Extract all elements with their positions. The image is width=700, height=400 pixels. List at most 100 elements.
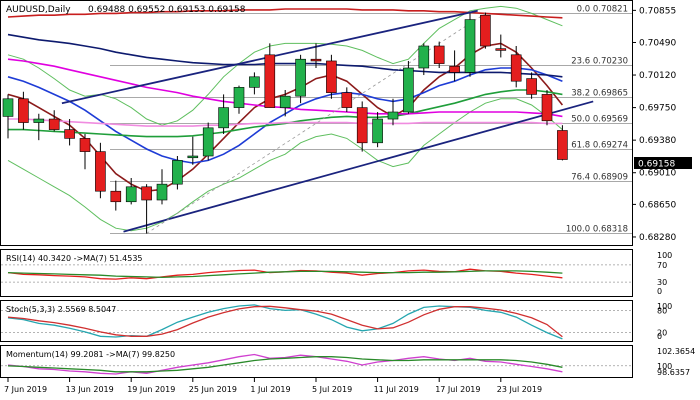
candle-body <box>187 155 199 159</box>
candle-body <box>172 160 183 185</box>
price-tick-label: 0.70855 <box>639 6 676 16</box>
rsi-title: RSI(14) 40.3420 ->MA(7) 51.4535 <box>6 254 143 263</box>
time-tick-label: 13 Jun 2019 <box>66 385 114 394</box>
stoch-series-line-1 <box>7 305 563 338</box>
rsi-tick-label: 30 <box>657 278 667 287</box>
fib-level-label: 38.2 0.69865 <box>571 88 628 98</box>
fib-level-label: 100.0 0.68318 <box>566 225 628 235</box>
candle-body <box>79 138 91 152</box>
trendline <box>123 100 594 233</box>
time-tick-label: 23 Jul 2019 <box>497 385 542 394</box>
candle-body <box>403 67 414 113</box>
candle-body <box>433 45 445 64</box>
candle-body <box>372 118 383 144</box>
time-tick-label: 11 Jul 2019 <box>374 385 419 394</box>
time-tick-label: 1 Jul 2019 <box>250 385 290 394</box>
current-price-label: 0.69158 <box>638 160 675 170</box>
candle-body <box>449 65 460 73</box>
candle-body <box>125 186 137 203</box>
current-price-tag <box>634 157 692 169</box>
fib-level-label: 61.8 0.69274 <box>571 140 628 150</box>
candle-body <box>48 118 60 130</box>
stoch-series-line-0 <box>7 304 563 340</box>
fib-level-label: 0.0 0.70821 <box>577 4 628 14</box>
candle-body <box>264 54 276 108</box>
stoch-lines <box>1 304 632 340</box>
stoch-tick-label: 20 <box>657 329 667 338</box>
rsi-lines <box>1 264 632 283</box>
price-tick-label: 0.69380 <box>639 136 676 146</box>
price-tick-label: 0.69010 <box>639 169 676 179</box>
time-tick-label: 5 Jul 2019 <box>312 385 352 394</box>
rsi-tick-label: 70 <box>657 261 667 270</box>
momentum-panel[interactable]: Momentum(14) 99.2081 ->MA(7) 99.8250 102… <box>0 345 696 378</box>
price-axis: 0.70855 0.70490 0.70120 0.69750 0.69380 0.690… <box>632 6 676 243</box>
candle-body <box>18 98 29 123</box>
rsi-tick-label: 0 <box>657 287 662 296</box>
candle-body <box>2 98 14 117</box>
candle-body <box>418 45 430 69</box>
momentum-series-line-1 <box>7 356 563 373</box>
candle-body <box>233 87 245 108</box>
time-tick-label: 19 Jun 2019 <box>127 385 175 394</box>
candle-body <box>249 76 260 88</box>
candle-body <box>202 127 214 157</box>
candlesticks <box>2 12 568 234</box>
stoch-panel-border <box>0 300 633 342</box>
candle-body <box>141 186 152 201</box>
time-tick-label: 25 Jun 2019 <box>189 385 237 394</box>
candle-body <box>295 58 306 97</box>
momentum-panel-border <box>0 345 633 378</box>
price-tick-label: 0.68280 <box>639 233 676 243</box>
time-axis: 7 Jun 2019 13 Jun 2019 19 Jun 2019 25 Jun 2… <box>4 378 542 394</box>
fib-level-label: 50.0 0.69569 <box>571 115 628 125</box>
momentum-title: Momentum(14) 99.2081 ->MA(7) 99.8250 <box>6 350 175 359</box>
time-tick-label: 7 Jun 2019 <box>4 385 47 394</box>
candle-body <box>279 95 291 108</box>
fib-level-label: 23.6 0.70230 <box>571 56 628 66</box>
candle-body <box>464 19 476 73</box>
price-tick-label: 0.69750 <box>639 104 676 114</box>
candle-body <box>526 78 537 95</box>
candle-body <box>356 107 368 144</box>
candle-body <box>510 54 522 82</box>
candle-body <box>387 111 399 120</box>
candle-body <box>110 190 122 203</box>
candle-body <box>495 48 507 51</box>
candle-body <box>557 130 568 160</box>
candle-body <box>218 107 229 129</box>
fibonacci-levels: 0.0 0.70821 23.6 0.70230 38.2 0.69865 50.0 … <box>110 4 632 235</box>
candle-body <box>310 58 322 62</box>
momentum-tick-label: 100 <box>657 362 672 371</box>
stoch-tick-label: 80 <box>657 306 667 315</box>
rsi-series-line-1 <box>7 270 563 279</box>
candle-body <box>33 118 45 123</box>
moving-average-line-6 <box>8 118 563 127</box>
momentum-tick-label: 102.3654 <box>657 347 695 356</box>
rsi-tick-label: 100 <box>657 251 672 260</box>
rsi-panel-border <box>0 249 633 297</box>
momentum-tick-label: 98.6357 <box>657 368 690 377</box>
price-panel[interactable]: 0.0 0.70821 23.6 0.70230 38.2 0.69865 50.0 … <box>0 0 693 246</box>
price-panel-border <box>0 0 633 246</box>
stoch-tick-label: 100 <box>657 302 672 311</box>
price-tick-label: 0.70490 <box>639 38 676 48</box>
candle-body <box>541 94 553 122</box>
price-tick-label: 0.68650 <box>639 200 676 210</box>
candle-body <box>326 60 337 93</box>
fib-level-label: 76.4 0.68909 <box>571 173 628 183</box>
candle-body <box>64 129 75 139</box>
chart-header-ohlc: 0.69488 0.69552 0.69153 0.69158 <box>88 5 246 15</box>
momentum-lines <box>1 353 632 375</box>
candle-body <box>480 14 491 47</box>
price-tick-label: 0.70120 <box>639 71 676 81</box>
candle-body <box>156 183 168 201</box>
candle-body <box>341 92 353 108</box>
stoch-tick-label: 0 <box>657 332 662 341</box>
